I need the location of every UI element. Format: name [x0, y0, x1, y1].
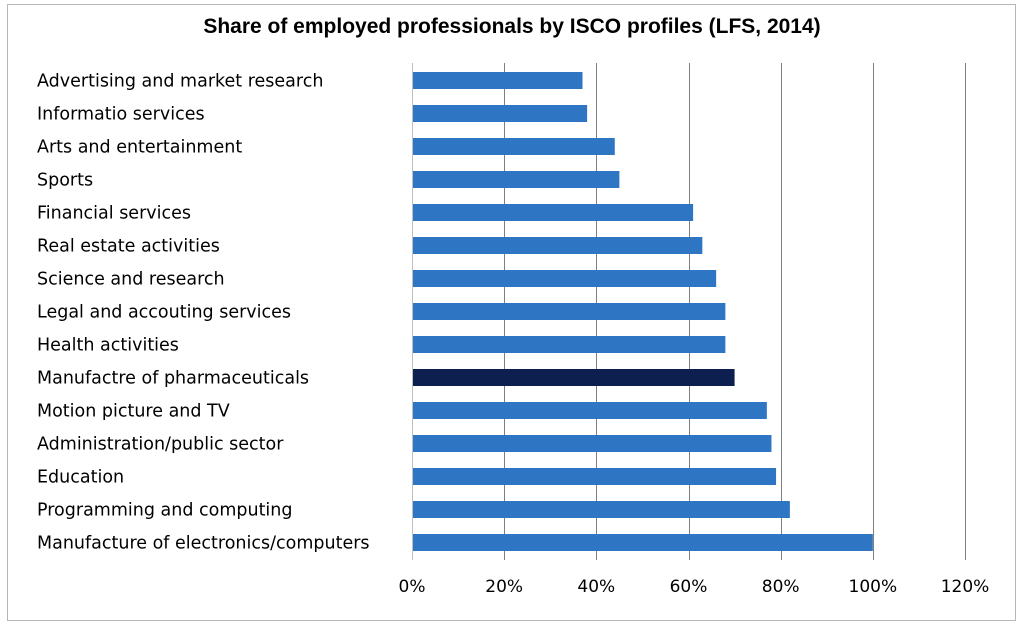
x-tick-label: 40% — [577, 577, 615, 597]
category-label: Manufactre of pharmaceuticals — [37, 369, 309, 389]
x-tick-label: 60% — [670, 577, 708, 597]
bar — [413, 336, 726, 353]
category-label: Administration/public sector — [37, 435, 284, 455]
x-tick-label: 20% — [485, 577, 523, 597]
bar — [413, 72, 583, 89]
category-label: Informatio services — [37, 105, 205, 125]
category-label: Real estate activities — [37, 237, 220, 257]
bar — [413, 534, 873, 551]
x-tick-label: 100% — [849, 577, 898, 597]
category-label: Science and research — [37, 270, 225, 290]
category-label: Manufacture of electronics/computers — [37, 534, 370, 554]
x-tick-label: 80% — [762, 577, 800, 597]
bar — [413, 204, 694, 221]
x-tick-label: 0% — [399, 577, 426, 597]
category-label: Programming and computing — [37, 501, 293, 521]
category-label: Sports — [37, 171, 93, 191]
chart-title: Share of employed professionals by ISCO … — [203, 15, 820, 38]
bar — [413, 105, 588, 122]
category-label: Health activities — [37, 336, 179, 356]
bar — [413, 468, 777, 485]
bar — [413, 501, 790, 518]
category-label: Motion picture and TV — [37, 402, 230, 422]
x-tick-label: 120% — [941, 577, 990, 597]
category-label: Arts and entertainment — [37, 138, 242, 158]
bar — [413, 435, 772, 452]
bar — [413, 171, 620, 188]
category-label: Legal and accouting services — [37, 303, 291, 323]
bar — [413, 237, 703, 254]
category-label: Advertising and market research — [37, 72, 323, 92]
bar — [413, 138, 615, 155]
bar — [413, 402, 767, 419]
bars — [413, 72, 873, 551]
bar — [413, 270, 717, 287]
bar — [413, 369, 735, 386]
category-label: Education — [37, 468, 124, 488]
x-axis-tick-labels: 0% 20% 40% 60% 80% 100% 120% — [399, 577, 990, 597]
category-label: Financial services — [37, 204, 191, 224]
bar — [413, 303, 726, 320]
category-labels: Advertising and market research Informati… — [37, 72, 370, 554]
